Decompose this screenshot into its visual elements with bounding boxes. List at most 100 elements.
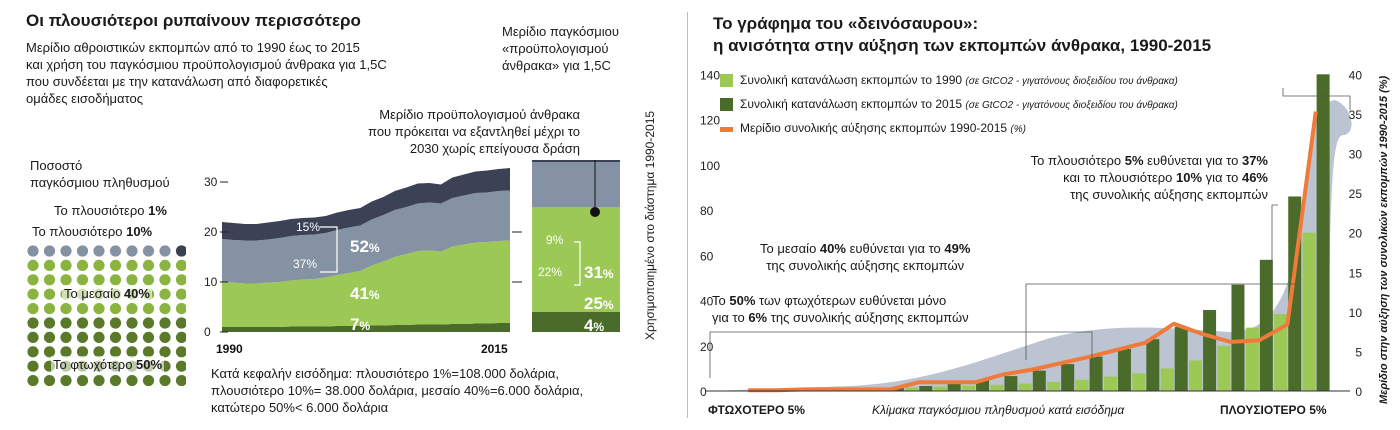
annotation-line: και το πλουσιότερο 10% για το 46% — [960, 169, 1268, 186]
population-dot — [27, 375, 39, 386]
group-prefix: Το πλουσιότερο — [32, 224, 127, 239]
population-dot — [76, 317, 89, 329]
depletion-note-line: Μερίδιο προϋπολογισμού άνθρακα — [379, 107, 580, 122]
bar-1990 — [905, 387, 919, 391]
depletion-note: Μερίδιο προϋπολογισμού άνθρακα που πρόκε… — [322, 106, 580, 157]
population-dot — [76, 274, 89, 286]
income-note-line: πλουσιότερο 10%= 38.000 δολάρια, μεσαίο … — [211, 383, 584, 398]
label-budget-middle40: 25% — [584, 294, 614, 313]
budget-bar-richest1 — [532, 160, 620, 162]
annotation-richest: Το πλουσιότερο 5% ευθύνεται για το 37% κ… — [960, 152, 1268, 203]
ann-text: Το μεσαίο — [760, 241, 820, 256]
population-dot — [126, 245, 138, 257]
label-richest10-share: 37% — [293, 257, 317, 271]
ann-text: ευθύνεται για το — [1143, 153, 1242, 168]
population-dot — [175, 274, 186, 286]
population-dot — [126, 274, 138, 286]
bar-1990 — [1132, 373, 1146, 391]
population-dot — [27, 317, 39, 329]
population-dot — [109, 274, 122, 286]
population-dot — [93, 346, 105, 358]
ann-text: Το — [712, 293, 730, 308]
bar-1990 — [1075, 379, 1089, 391]
group-value: 50% — [136, 357, 163, 372]
population-dot — [109, 245, 122, 257]
bar-2015 — [919, 386, 933, 391]
population-dot — [109, 259, 122, 271]
dinosaur-chart-title: Το γράφημα του «δεινόσαυρου»: η ανισότητ… — [713, 13, 1211, 57]
y-tick-label: 10 — [204, 275, 218, 289]
population-dot — [93, 245, 105, 257]
x-axis-center-label: Κλίμακα παγκόσμιου πληθυσμού κατά εισόδη… — [872, 403, 1125, 417]
left-subtitle-line: και χρήση του παγκόσμιου προϋπολογισμού … — [26, 57, 387, 72]
population-dot — [175, 303, 186, 315]
bar-2015 — [947, 383, 961, 391]
bar-1990 — [1274, 314, 1288, 391]
y-left-tick-label: 80 — [700, 204, 714, 218]
bar-2015 — [1032, 370, 1046, 391]
budget-label-line: Μερίδιο παγκόσμιου — [502, 24, 619, 39]
legend-swatch-dark-green — [720, 98, 733, 111]
ann-text: για το — [1202, 170, 1242, 185]
ann-text: και το πλουσιότερο — [1063, 170, 1177, 185]
dinosaur-chart-title-line: Το γράφημα του «δεινόσαυρου»: — [713, 14, 979, 33]
y-right-tick-label: 30 — [1349, 148, 1363, 162]
population-dot — [43, 331, 56, 343]
population-dot — [76, 245, 89, 257]
area-richest10 — [222, 190, 510, 284]
x-start-label: 1990 — [216, 342, 243, 356]
depletion-note-line: 2030 χωρίς επείγουσα δράση — [409, 141, 580, 156]
bar-2015 — [1259, 259, 1273, 391]
bar-1990 — [1217, 345, 1231, 391]
population-dot — [60, 259, 72, 271]
population-dot — [142, 375, 155, 386]
ann-value: 49% — [944, 241, 971, 256]
bar-2015 — [1203, 310, 1217, 391]
population-dot — [109, 303, 122, 315]
population-dot — [175, 346, 186, 358]
label-richest1-share: 15% — [296, 220, 320, 234]
bracket-richest-pointer — [1271, 204, 1278, 282]
bar-2015 — [1089, 356, 1103, 391]
y-left-tick-label: 140 — [700, 68, 720, 82]
ann-value: 46% — [1241, 170, 1268, 185]
population-dot — [109, 375, 122, 386]
population-dot — [126, 317, 138, 329]
population-dot — [76, 259, 89, 271]
x-axis-right-label: ΠΛΟΥΣΙΟΤΕΡΟ 5% — [1220, 403, 1327, 417]
label-budget-richest10: 22% — [538, 265, 562, 279]
group-label-middle40: Το μεσαίο 40% — [62, 285, 152, 302]
left-subtitle: Μερίδιο αθροιστικών εκπομπών από το 1990… — [26, 39, 387, 107]
group-label-richest1: Το πλουσιότερο 1% — [54, 202, 167, 219]
population-dot — [93, 259, 105, 271]
y-right-tick-label: 5 — [1355, 345, 1362, 359]
population-dot — [109, 346, 122, 358]
budget-bar-richest10 — [532, 162, 620, 207]
bracket-poorest50 — [709, 331, 1093, 378]
depletion-note-line: που πρόκειται να εξαντληθεί μέχρι το — [368, 124, 580, 139]
y-left-tick-label: 0 — [700, 385, 707, 399]
group-prefix: Το μεσαίο — [64, 286, 124, 301]
population-dot — [175, 259, 186, 271]
population-dot — [60, 346, 72, 358]
y-tick-label: 0 — [204, 325, 211, 339]
y-tick-label: 30 — [204, 175, 218, 189]
budget-bar-poorest50 — [532, 312, 620, 332]
annotation-line: Το πλουσιότερο 5% ευθύνεται για το 37% — [960, 152, 1268, 169]
population-dot — [175, 360, 186, 372]
bar-2015 — [976, 380, 990, 391]
y-left-tick-label: 20 — [700, 340, 714, 354]
population-label-line: παγκόσμιου πληθυσμού — [30, 175, 170, 190]
legend-label: Συνολική κατανάλωση εκπομπών το 1990 — [740, 73, 963, 87]
population-dot — [109, 317, 122, 329]
population-dot — [93, 317, 105, 329]
budget-label: Μερίδιο παγκόσμιου «προϋπολογισμού άνθρα… — [502, 23, 619, 74]
bar-1990 — [1103, 376, 1117, 391]
left-subtitle-line: ομάδες εισοδήματος — [26, 91, 143, 106]
left-title: Οι πλουσιότεροι ρυπαίνουν περισσότερο — [26, 11, 361, 30]
population-dot — [142, 317, 155, 329]
y-right-tick-label: 15 — [1349, 266, 1363, 280]
group-label-poorest50: Το φτωχότερο 50% — [51, 356, 165, 373]
population-dot — [175, 245, 186, 257]
ann-value: 10% — [1176, 170, 1203, 185]
